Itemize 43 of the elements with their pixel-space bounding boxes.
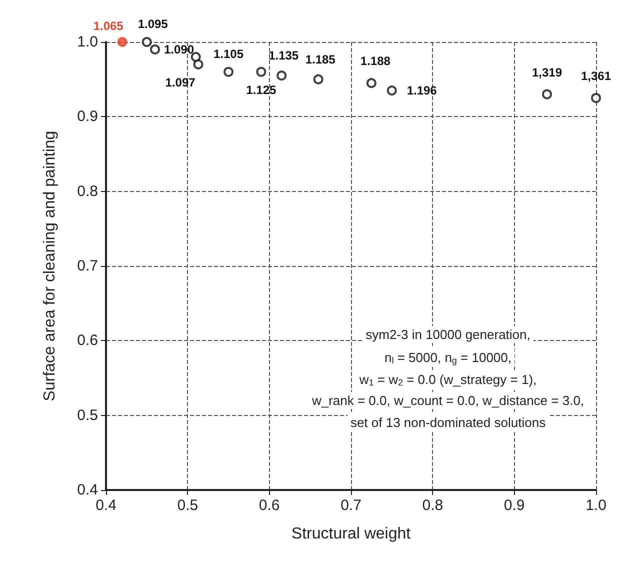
annotation: 1.135 [268,48,299,63]
x-tick-label: 0.5 [177,497,198,514]
annotation: sym2-3 in 10000 generation, [366,327,530,342]
point [224,66,234,77]
annotation: 1.105 [213,46,244,61]
x-axis-title: Structural weight [291,526,412,542]
y-tick-label: 0.9 [77,108,98,126]
point [256,66,266,77]
annotation: 1.090 [164,42,194,56]
y-tick-label: 0.8 [77,182,98,200]
y-tick-label: 0.7 [77,258,98,274]
x-tick-label: 0.4 [96,497,116,514]
y-tick-label: 1.0 [77,34,98,50]
point [193,59,204,70]
annotation: w_rank = 0.0, w_count = 0.0, w_distance = 3.0, [310,393,584,408]
point [591,93,601,103]
point [313,74,324,84]
annotation: 1.185 [305,52,336,66]
annotation: set of 13 non-dominated solutions [350,415,546,430]
annotation: 1,319 [532,65,562,80]
point [542,89,552,100]
annotation: 1.196 [406,84,438,98]
x-tick-label: 0.8 [422,497,444,514]
annotation: 1.095 [138,17,168,31]
x-tick-label: 1.0 [586,497,606,514]
point [386,86,397,96]
annotation: 1.097 [165,75,196,90]
annotation: 1.188 [360,54,391,68]
y-tick-label: 0.6 [77,332,98,350]
point [142,37,152,47]
point [276,70,287,81]
y-tick-label: 0.4 [77,482,98,498]
point [366,78,376,88]
point [150,44,160,54]
annotation: 1,361 [580,69,612,83]
x-tick-label: 0.7 [340,497,362,514]
annotation: 1.125 [246,82,277,97]
annotation: 1.065 [93,19,124,33]
x-tick-label: 0.6 [258,497,280,514]
x-tick-label: 0.9 [504,497,525,514]
point [117,37,128,47]
y-axis-title: Surface area for cleaning and painting [42,130,58,402]
y-tick-label: 0.5 [77,406,98,424]
